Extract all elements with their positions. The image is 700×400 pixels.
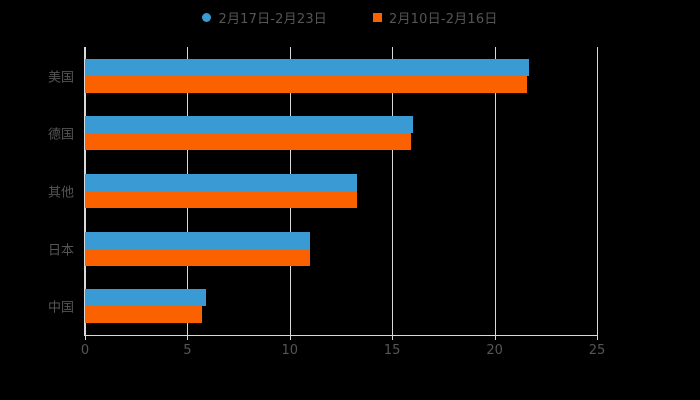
x-tick-label-0: 0: [80, 343, 90, 358]
gridline-25: [597, 47, 598, 335]
x-tick-mark-25: [597, 335, 598, 340]
gridline-15: [392, 47, 394, 335]
category-label-3: 日本: [47, 243, 74, 259]
bar-美国-series-0[interactable]: [85, 58, 530, 76]
y-axis-line: [84, 47, 85, 335]
x-tick-label-25: 25: [588, 343, 606, 358]
x-tick-mark-15: [392, 335, 394, 340]
bar-其他-series-1[interactable]: [85, 191, 358, 208]
category-label-2: 其他: [47, 185, 74, 201]
category-label-1: 德国: [47, 127, 74, 143]
legend-label-series-0: 2月17日-2月23日: [218, 12, 327, 27]
x-tick-mark-5: [187, 335, 189, 340]
x-tick-label-5: 5: [183, 343, 192, 358]
bar-美国-series-1[interactable]: [85, 75, 528, 93]
x-tick-label-20: 20: [486, 343, 503, 358]
x-axis-line: [84, 335, 597, 336]
chart-legend: 2月17日-2月23日 2月10日-2月16日: [0, 8, 700, 27]
category-label-4: 中国: [47, 300, 74, 316]
gridline-20: [494, 47, 496, 335]
legend-item-series-0[interactable]: 2月17日-2月23日: [202, 8, 327, 27]
bar-中国-series-1[interactable]: [85, 306, 202, 324]
legend-marker-circle-icon: [202, 13, 212, 22]
bar-德国-series-0[interactable]: [85, 116, 413, 134]
bar-德国-series-1[interactable]: [85, 133, 411, 151]
plot-area: 0 5 10 15 20 25 美国德国其他日本中国: [48, 47, 605, 358]
bar-日本-series-0[interactable]: [85, 231, 311, 249]
category-label-0: 美国: [47, 70, 74, 86]
x-tick-mark-20: [494, 335, 496, 340]
legend-label-series-1: 2月10日-2月16日: [389, 12, 498, 27]
bar-其他-series-0[interactable]: [85, 174, 358, 191]
legend-item-series-1[interactable]: 2月10日-2月16日: [373, 8, 498, 27]
bar-中国-series-0[interactable]: [85, 289, 206, 307]
x-tick-label-15: 15: [383, 343, 401, 358]
bar-日本-series-1[interactable]: [85, 248, 311, 266]
x-tick-mark-10: [289, 335, 291, 340]
x-tick-label-10: 10: [281, 343, 299, 358]
x-tick-mark-0: [85, 335, 86, 340]
legend-marker-square-icon: [373, 13, 382, 22]
